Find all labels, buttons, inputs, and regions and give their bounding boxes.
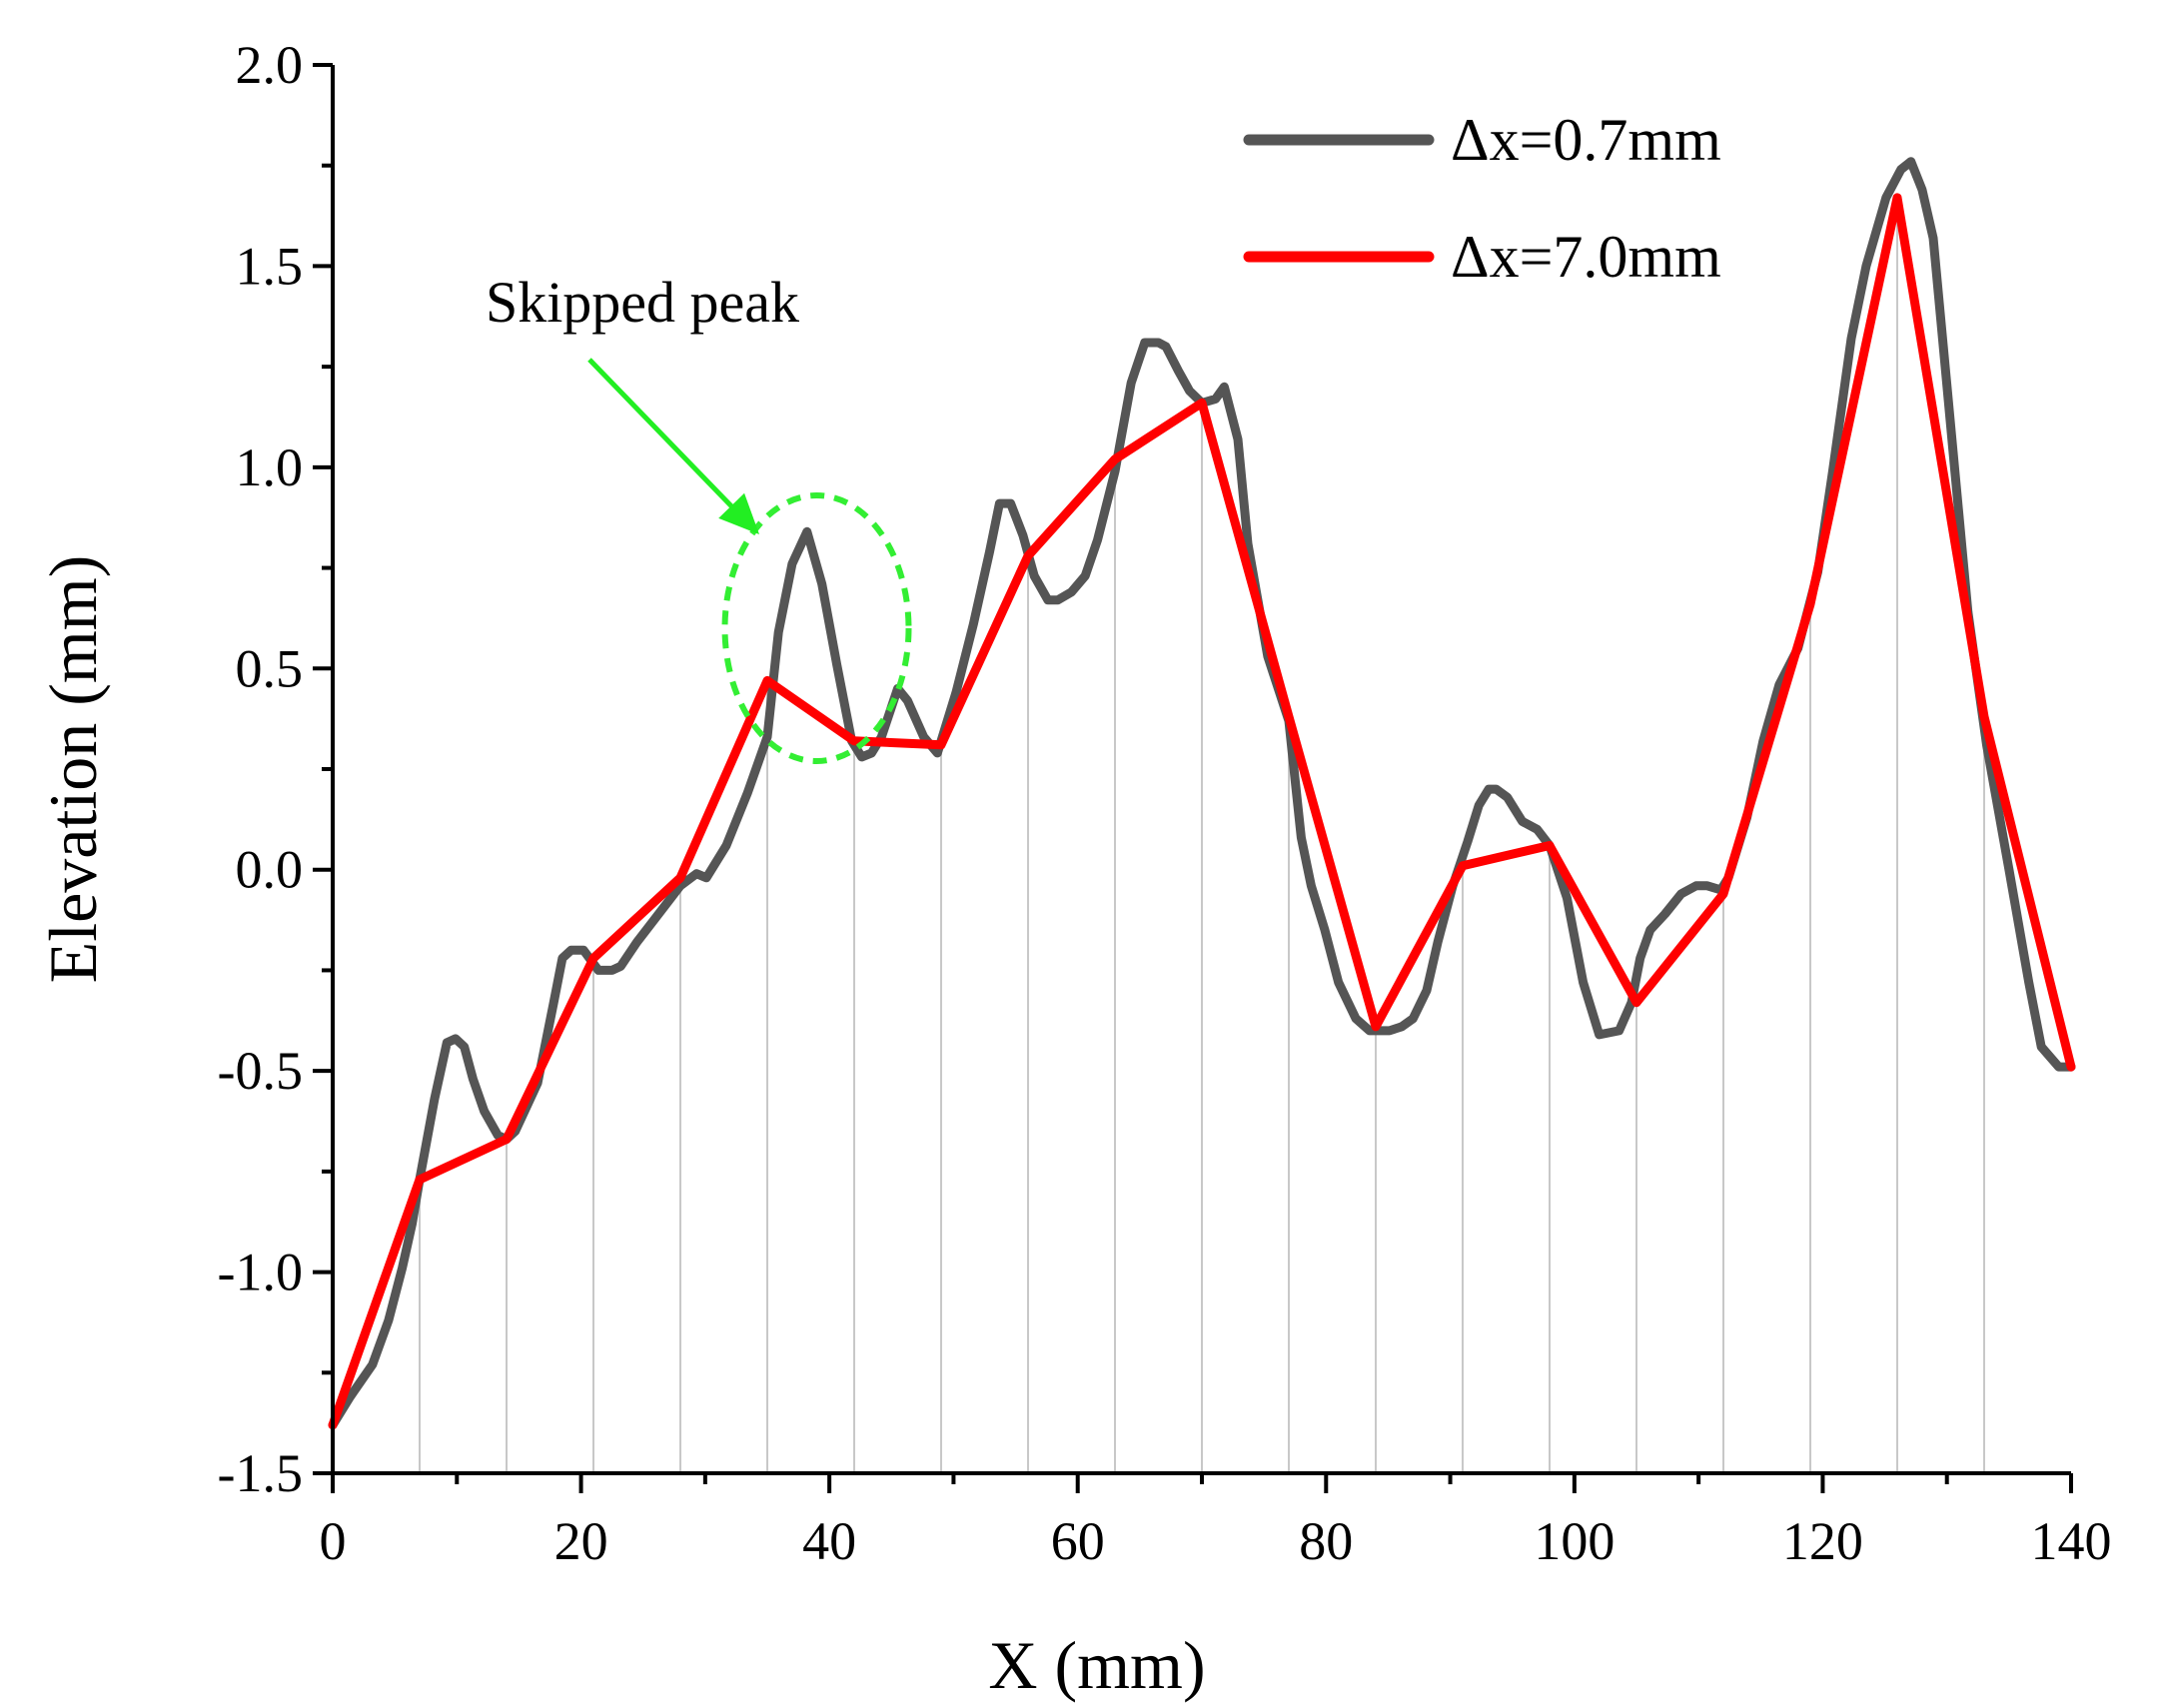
y-tick-label: 1.5 [236,236,304,296]
y-tick-label: -1.5 [218,1443,303,1503]
x-axis-title: X (mm) [988,1627,1205,1703]
annotation-arrow-head [718,492,759,534]
y-tick-label: 2.0 [236,35,304,95]
y-tick-label: 0.5 [236,638,304,698]
vertical-grid [419,197,1985,1473]
y-tick-label: -0.5 [218,1041,303,1101]
y-tick-label: -1.0 [218,1243,303,1302]
series-layer [328,157,2076,1430]
x-tick-label: 140 [2031,1511,2112,1571]
annotation-layer: Skipped peak [486,270,912,764]
legend-label: Δx=7.0mm [1451,224,1721,290]
x-tick-label: 60 [1051,1511,1105,1571]
x-tick-label: 80 [1299,1511,1353,1571]
legend: Δx=0.7mm Δx=7.0mm [1243,107,1721,290]
x-tick-label: 20 [554,1511,608,1571]
legend-label: Δx=0.7mm [1451,107,1721,173]
skipped-peak-ellipse [721,492,912,764]
x-tick-label: 120 [1782,1511,1863,1571]
y-axis-title: Elevation (mm) [35,555,111,984]
annotation-arrow-line [587,358,743,518]
x-tick-label: 40 [802,1511,856,1571]
x-tick-label: 100 [1534,1511,1615,1571]
x-tick-label: 0 [320,1511,347,1571]
y-tick-label: 0.0 [236,840,304,900]
annotation-label: Skipped peak [486,270,799,335]
axes: -1.5 -1.0 -0.5 0.0 0.5 1.0 1.5 2.0 0 20 40 60 80 100 1… [218,35,2112,1571]
y-tick-label: 1.0 [236,437,304,497]
series-line-coarse [328,193,2076,1430]
